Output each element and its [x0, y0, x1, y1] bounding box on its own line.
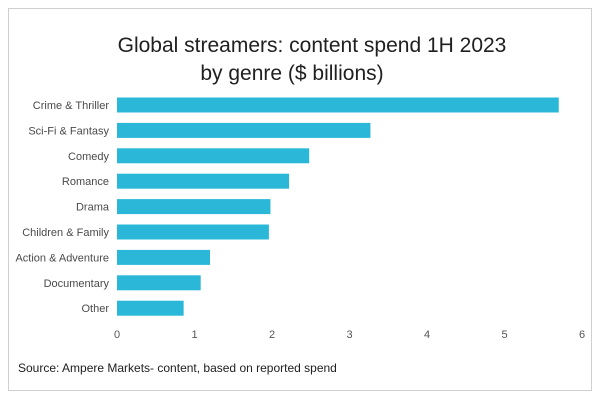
- category-label: Sci-Fi & Fantasy: [28, 125, 109, 137]
- bar: [117, 300, 184, 316]
- category-label: Drama: [76, 202, 110, 214]
- x-tick-label: 1: [191, 329, 197, 341]
- chart-subtitle: by genre ($ billions): [200, 62, 383, 85]
- bars: [117, 97, 559, 316]
- x-tick-label: 0: [114, 329, 120, 341]
- chart-frame: [8, 8, 592, 391]
- category-label: Comedy: [68, 151, 109, 163]
- category-label: Romance: [62, 176, 109, 188]
- chart-title: Global streamers: content spend 1H 2023: [118, 34, 507, 57]
- x-tick-label: 6: [579, 329, 585, 341]
- bar: [117, 199, 271, 215]
- category-label: Documentary: [44, 278, 110, 290]
- bar: [117, 224, 269, 240]
- bar: [117, 173, 290, 189]
- category-label: Children & Family: [22, 227, 109, 239]
- bar: [117, 97, 559, 113]
- category-label: Action & Adventure: [15, 252, 109, 264]
- bar: [117, 249, 210, 265]
- category-label: Crime & Thriller: [33, 100, 110, 112]
- bar: [117, 148, 310, 164]
- x-tick-label: 4: [424, 329, 430, 341]
- source-note: Source: Ampere Markets- content, based o…: [18, 361, 337, 375]
- x-tick-label: 5: [501, 329, 507, 341]
- x-axis-ticks: 0 1 2 3 4 5 6: [114, 329, 585, 341]
- x-tick-label: 2: [269, 329, 275, 341]
- bar: [117, 275, 201, 291]
- x-tick-label: 3: [346, 329, 352, 341]
- category-label: Other: [81, 303, 109, 315]
- bar: [117, 122, 371, 138]
- category-labels: Crime & Thriller Sci-Fi & Fantasy Comedy Ro…: [15, 100, 109, 315]
